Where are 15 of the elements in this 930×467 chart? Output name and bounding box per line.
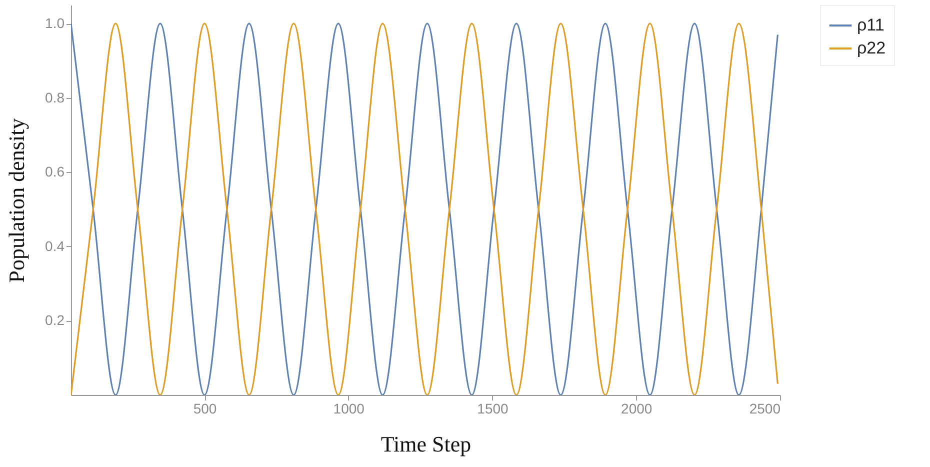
y-axis-title: Population density [4, 118, 30, 283]
x-tick-label: 2500 [749, 400, 781, 416]
y-tick-label: 0.4 [45, 238, 65, 254]
x-tick-label: 2000 [621, 400, 652, 416]
x-tick-label: 1000 [333, 400, 365, 416]
legend-label: ρ22 [857, 38, 886, 58]
legend-label: ρ11 [857, 16, 884, 34]
y-tick-label: 0.8 [45, 89, 65, 106]
y-tick-label: 0.2 [45, 312, 65, 328]
x-axis-title: Time Step [380, 432, 472, 456]
x-tick-label: 500 [193, 400, 217, 416]
line-series [71, 22, 778, 395]
x-tick-label: 1500 [477, 400, 509, 416]
y-tick-label: 1.0 [45, 15, 65, 32]
y-tick-label: 0.6 [45, 164, 65, 180]
